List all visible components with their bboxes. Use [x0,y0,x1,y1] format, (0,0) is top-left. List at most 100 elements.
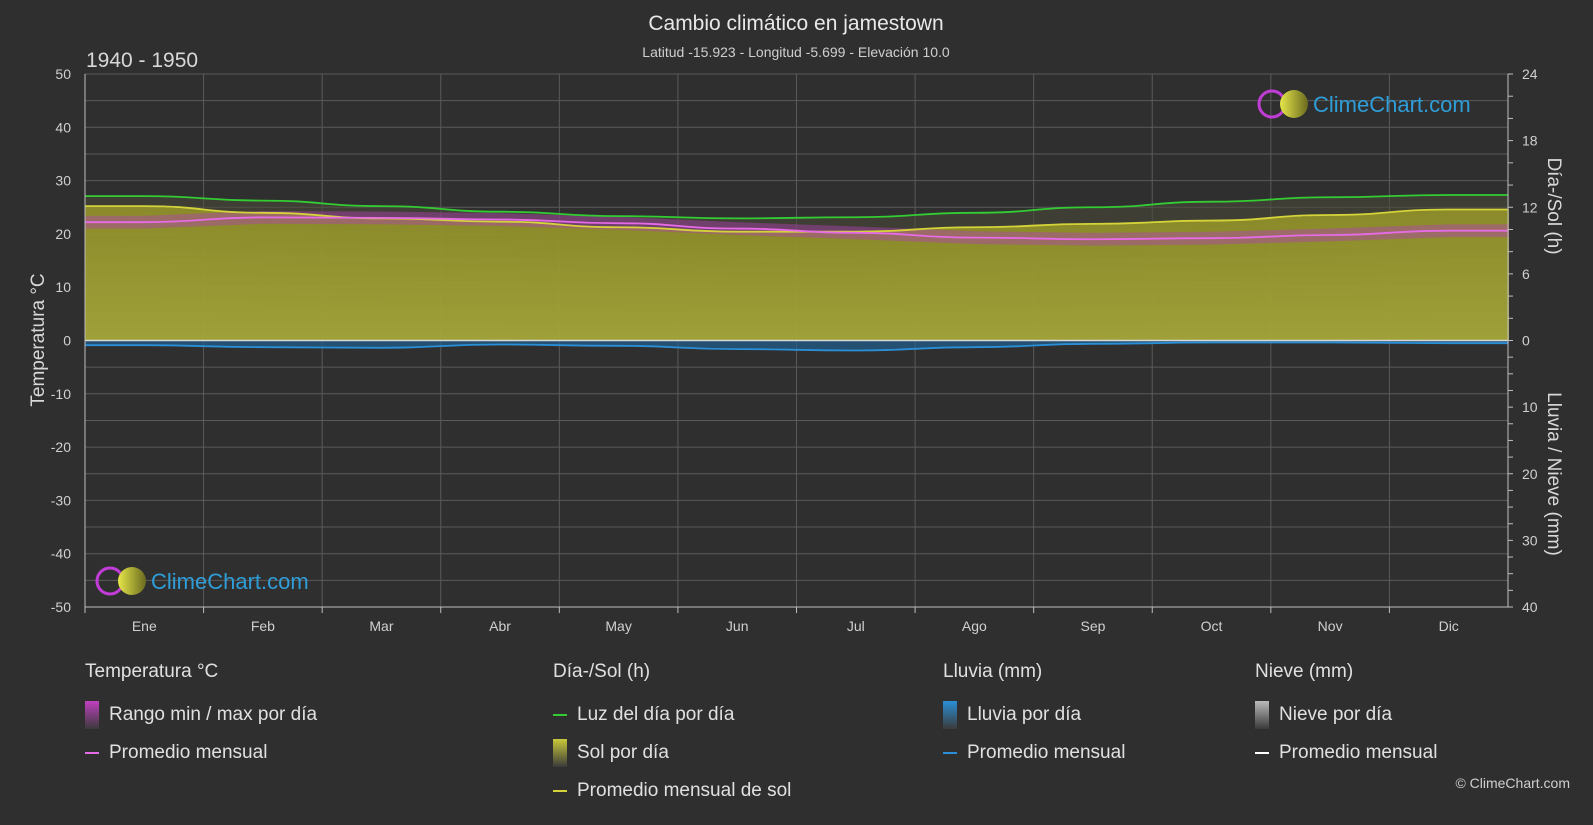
sunshine-day-bar [1329,214,1333,341]
sunshine-day-bar [1357,213,1361,341]
rain-day-bar [1285,340,1289,343]
daylight-line [85,194,1508,220]
sunshine-day-bar [121,206,125,341]
daylight-gap-bar [261,200,265,213]
daylight-gap-bar [1097,206,1101,224]
daylight-gap-bar [753,218,757,232]
rain-day-bar [1089,340,1093,344]
daylight-gap-bar [161,196,165,208]
sunshine-day-bar [753,231,757,341]
daylight-gap-bar [905,215,909,230]
sunshine-day-bar [837,231,841,341]
rain-day-bar [1165,340,1169,343]
sunshine-day-bar [929,228,933,341]
sunshine-day-bar [1181,221,1185,341]
rain-day-bar [1225,340,1229,343]
sunshine-day-bar [245,211,249,341]
right-bottom-tick-label: 40 [1522,599,1538,615]
rain-day-bar [941,340,945,349]
rain-day-bar [213,340,217,347]
daylight-gap-bar [1193,202,1197,222]
sunshine-day-bar [877,230,881,341]
sunshine-day-bar [1085,224,1089,341]
rain-day-bar [429,340,433,347]
sunshine-day-bar [581,225,585,341]
logo-bottom: ClimeChart.com [95,566,309,596]
legend-swatch-bar [85,701,99,729]
sunshine-day-bar [241,211,245,341]
sunshine-day-bar [1117,223,1121,341]
daylight-gap-bar [1233,200,1237,220]
daylight-gap-bar [369,205,373,218]
rain-day-bar [1449,340,1453,344]
daylight-gap-bar [1013,210,1017,227]
rain-day-bar [217,340,221,347]
sunshine-day-bar [1053,224,1057,341]
rain-day-bar [929,340,933,349]
rain-day-bar [109,340,113,346]
sunshine-day-bar [213,210,217,341]
daylight-gap-bar [1321,197,1325,216]
right-top-axis-label: Día-/Sol (h) [1543,157,1564,254]
sunshine-day-bar [1285,217,1289,341]
daylight-gap-bar [681,217,685,230]
daylight-gap-bar [1105,206,1109,224]
sunshine-day-bar [1001,226,1005,341]
daylight-gap-bar [293,202,297,215]
daylight-gap-bar [1005,211,1009,227]
daylight-gap-bar [581,214,585,226]
rain-day-bar [681,340,685,348]
daylight-gap-bar [297,202,301,215]
sunshine-day-bar [1161,221,1165,341]
daylight-gap-bar [993,211,997,227]
legend-item: Lluvia por día [943,696,1125,734]
daylight-gap-bar [485,211,489,222]
legend-item: Promedio mensual de sol [553,772,791,810]
rain-day-bar [157,340,161,346]
rain-day-bar [657,340,661,347]
sunshine-day-bar [1441,209,1445,341]
daylight-gap-bar [1501,195,1505,210]
sunshine-day-bar [1389,212,1393,341]
sunshine-day-bar [1493,209,1497,341]
daylight-gap-bar [1197,202,1201,221]
sunshine-day-bar [937,228,941,341]
daylight-gap-bar [509,212,513,223]
daylight-gap-bar [1301,198,1305,217]
daylight-gap-bar [1477,195,1481,210]
rain-day-bar [1333,340,1337,343]
daylight-gap-bar [321,203,325,216]
rain-day-bar [481,340,485,345]
daylight-gap-bar [113,196,117,207]
daylight-gap-bar [1241,200,1245,220]
daylight-gap-bar [85,196,89,207]
daylight-gap-bar [725,218,729,232]
sunshine-day-bar [1445,209,1449,341]
rain-day-bar [1109,340,1113,344]
x-tick-label: Jun [726,618,749,634]
legend-swatch-bar [1255,701,1269,729]
sunshine-day-bar [345,216,349,341]
sunshine-day-bar [589,225,593,341]
sunshine-day-bar [501,221,505,341]
rain-day-bar [593,340,597,346]
sunshine-day-bar [1449,209,1453,341]
rain-day-bar [397,340,401,348]
sunshine-day-bar [281,213,285,341]
rain-day-bar [377,340,381,348]
daylight-gap-bar [1045,209,1049,226]
sunshine-day-bar [561,224,565,341]
rain-day-bar [1317,340,1321,343]
daylight-gap-bar [737,218,741,232]
daylight-gap-bar [845,217,849,232]
sunshine-day-bar [633,227,637,341]
rain-day-bar [441,340,445,347]
rain-day-bar [1093,340,1097,344]
daylight-gap-bar [349,204,353,217]
daylight-gap-bar [1073,208,1077,225]
daylight-gap-bar [93,196,97,207]
rain-day-bar [265,340,269,348]
x-tick-label: Sep [1080,618,1105,634]
rain-day-bar [201,340,205,347]
rain-day-bar [1233,340,1237,343]
